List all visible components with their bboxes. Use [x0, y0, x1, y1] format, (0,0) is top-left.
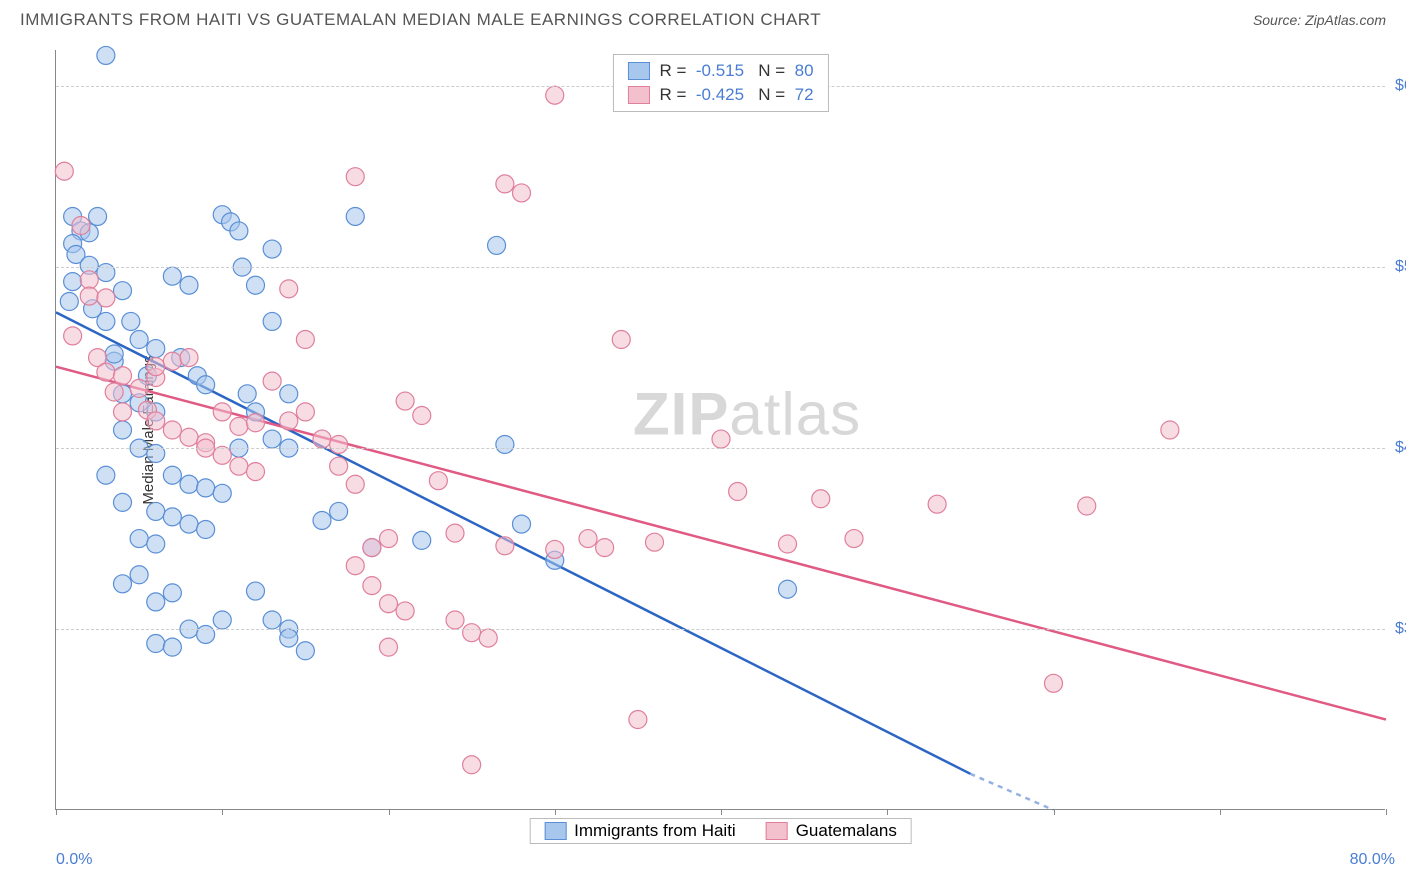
- y-tick-label: $30,000: [1395, 620, 1406, 638]
- legend-label-haiti: Immigrants from Haiti: [574, 821, 736, 841]
- source-attribution: Source: ZipAtlas.com: [1253, 12, 1386, 28]
- y-tick-label: $60,000: [1395, 77, 1406, 95]
- swatch-guatemala: [627, 86, 649, 104]
- chart-plot-area: Median Male Earnings ZIPatlas R = -0.515…: [55, 50, 1385, 810]
- legend-row-haiti: R = -0.515 N = 80: [627, 59, 813, 83]
- legend-label-guatemala: Guatemalans: [796, 821, 897, 841]
- x-axis-min-label: 0.0%: [56, 851, 92, 869]
- legend-item-guatemala: Guatemalans: [766, 821, 897, 841]
- chart-title: IMMIGRANTS FROM HAITI VS GUATEMALAN MEDI…: [20, 10, 821, 30]
- legend-row-guatemala: R = -0.425 N = 72: [627, 83, 813, 107]
- swatch-haiti: [627, 62, 649, 80]
- y-tick-label: $50,000: [1395, 258, 1406, 276]
- series-legend: Immigrants from Haiti Guatemalans: [529, 818, 912, 844]
- scatter-plot-svg: [56, 50, 1385, 809]
- correlation-legend: R = -0.515 N = 80 R = -0.425 N = 72: [612, 54, 828, 112]
- y-tick-label: $40,000: [1395, 439, 1406, 457]
- legend-item-haiti: Immigrants from Haiti: [544, 821, 736, 841]
- swatch-guatemala-icon: [766, 822, 788, 840]
- x-axis-max-label: 80.0%: [1350, 851, 1395, 869]
- swatch-haiti-icon: [544, 822, 566, 840]
